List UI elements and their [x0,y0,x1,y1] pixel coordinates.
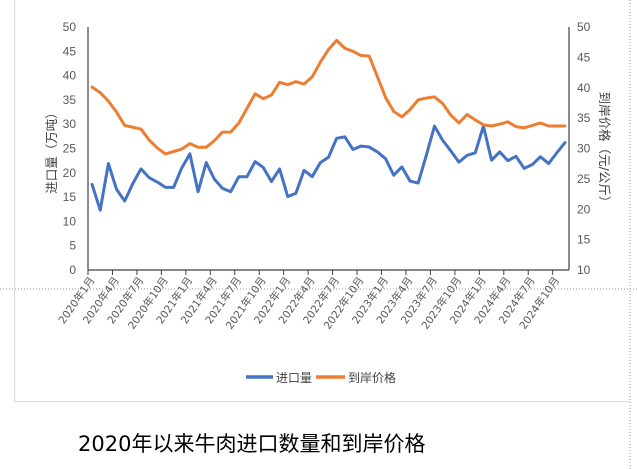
right-tick-label: 50 [577,20,591,34]
right-tick-label: 35 [577,111,591,125]
legend: 进口量 到岸价格 [246,370,396,385]
left-tick-label: 35 [63,93,77,107]
right-tick-label: 20 [577,202,591,216]
right-axis-title: 到岸价格（元/公斤） [597,92,612,209]
right-tick-label: 15 [577,233,591,247]
legend-label-import: 进口量 [276,371,312,385]
left-tick-label: 20 [63,166,77,180]
left-tick-label: 40 [63,69,77,83]
left-tick-label: 45 [63,44,77,58]
left-tick-label: 50 [63,20,77,34]
right-tick-label: 10 [577,263,591,277]
left-tick-label: 25 [63,142,77,156]
left-axis-title: 进口量（万吨） [44,106,59,194]
figure-caption: 2020年以来牛肉进口数量和到岸价格 [78,432,425,456]
right-tick-label: 25 [577,172,591,186]
left-tick-label: 5 [69,239,76,253]
series-line-import-volume [90,124,567,212]
right-tick-label: 30 [577,142,591,156]
legend-label-price: 到岸价格 [348,370,396,385]
left-tick-label: 10 [63,214,77,228]
left-tick-label: 0 [69,263,76,277]
right-tick-label: 40 [577,81,591,95]
left-tick-label: 30 [63,117,77,131]
left-tick-label: 15 [63,190,77,204]
series-line-landed-price [90,38,567,156]
right-tick-label: 45 [577,50,591,64]
